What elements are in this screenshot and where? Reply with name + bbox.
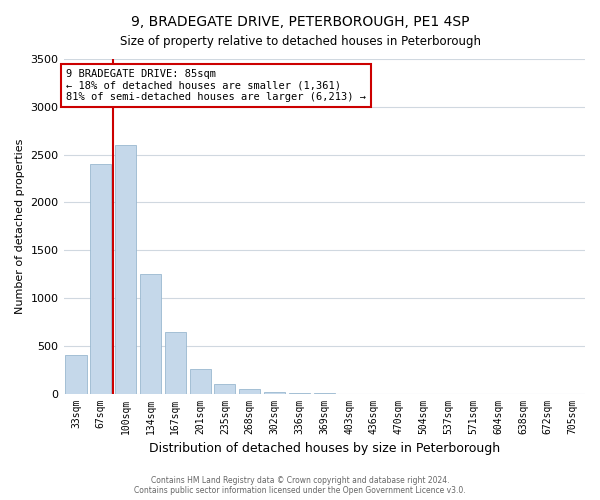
Bar — [65, 356, 86, 394]
Bar — [190, 368, 211, 394]
Bar — [90, 164, 112, 394]
Text: 9 BRADEGATE DRIVE: 85sqm
← 18% of detached houses are smaller (1,361)
81% of sem: 9 BRADEGATE DRIVE: 85sqm ← 18% of detach… — [66, 69, 366, 102]
Text: Contains HM Land Registry data © Crown copyright and database right 2024.
Contai: Contains HM Land Registry data © Crown c… — [134, 476, 466, 495]
Bar — [140, 274, 161, 394]
Bar — [239, 389, 260, 394]
X-axis label: Distribution of detached houses by size in Peterborough: Distribution of detached houses by size … — [149, 442, 500, 455]
Bar — [264, 392, 285, 394]
Text: Size of property relative to detached houses in Peterborough: Size of property relative to detached ho… — [119, 35, 481, 48]
Y-axis label: Number of detached properties: Number of detached properties — [15, 138, 25, 314]
Bar — [115, 145, 136, 394]
Bar — [165, 332, 186, 394]
Bar — [214, 384, 235, 394]
Text: 9, BRADEGATE DRIVE, PETERBOROUGH, PE1 4SP: 9, BRADEGATE DRIVE, PETERBOROUGH, PE1 4S… — [131, 15, 469, 29]
